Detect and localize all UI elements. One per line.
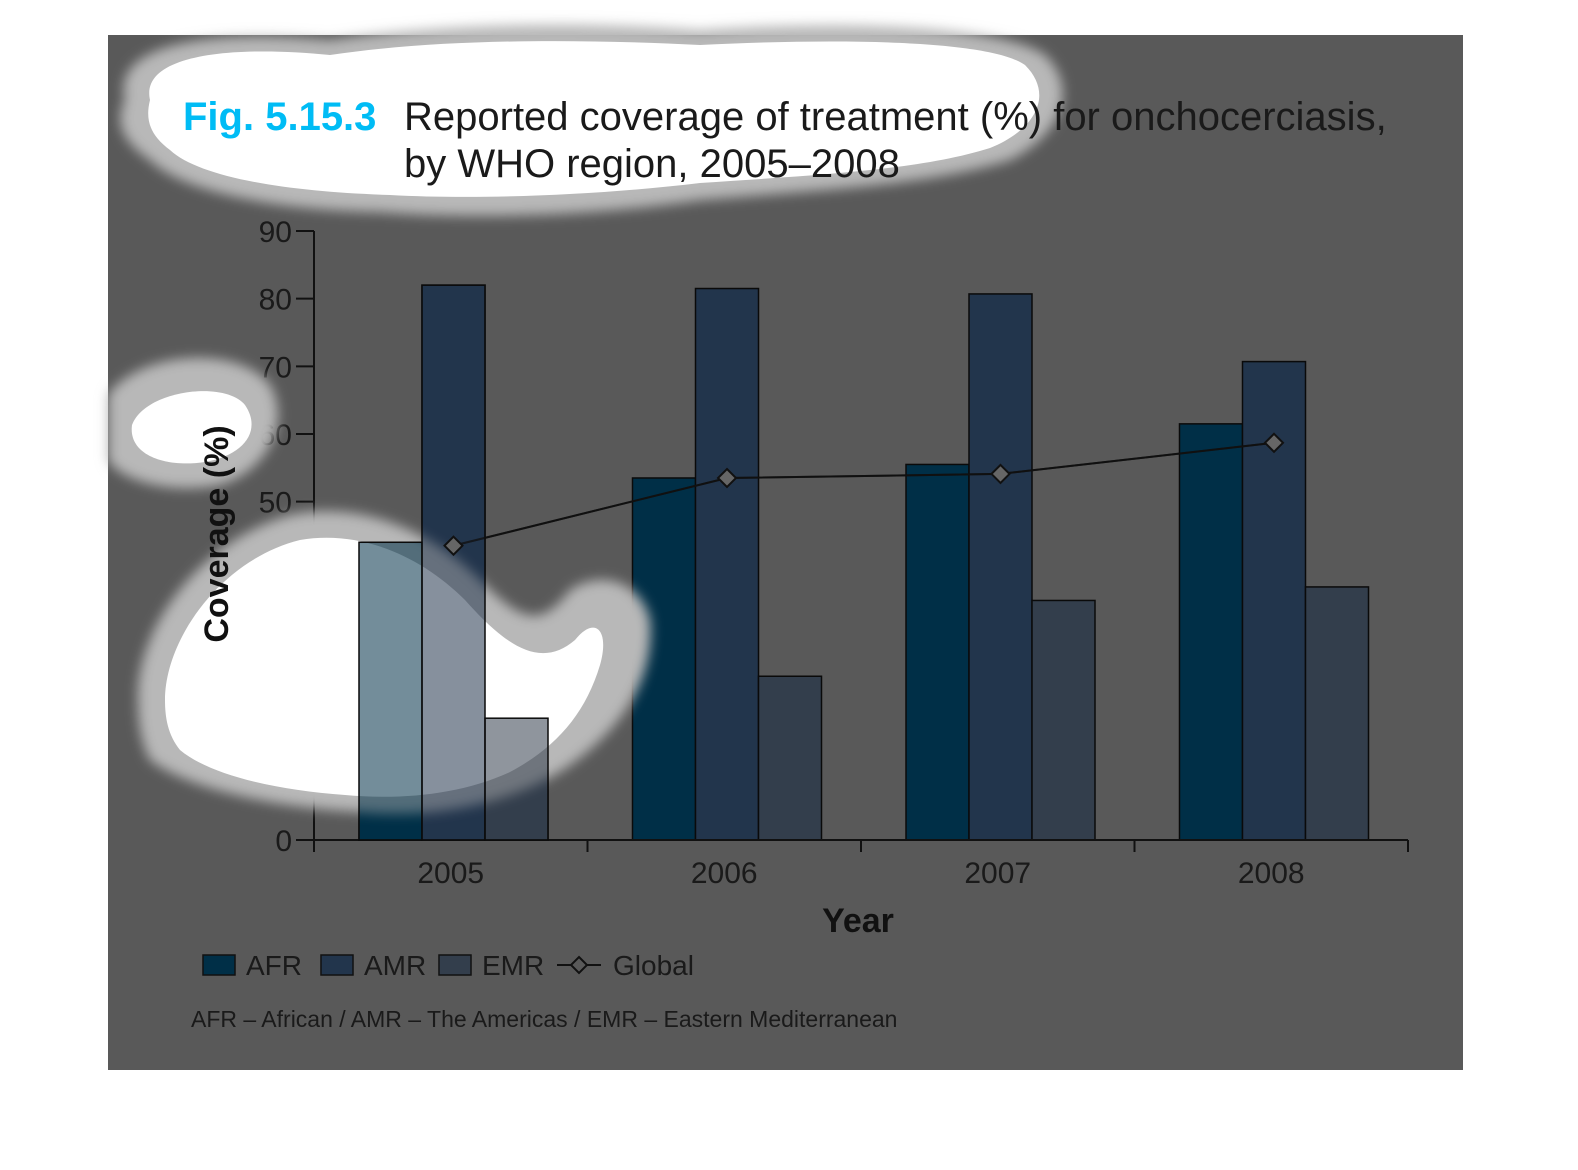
legend-label-afr: AFR <box>246 950 302 981</box>
marker-global-2005 <box>443 535 464 557</box>
x-tick-label-2005: 2005 <box>417 857 484 890</box>
x-tick-label-2008: 2008 <box>1238 857 1305 890</box>
figure-title-line1: Reported coverage of treatment (%) for o… <box>404 95 1387 139</box>
marker-global-2007 <box>990 463 1011 485</box>
legend-label-global: Global <box>613 950 694 981</box>
y-tick-label-90: 90 <box>259 216 292 249</box>
title-cloud <box>148 41 1040 197</box>
legend: AFR AMR EMR Global <box>202 950 694 981</box>
y-tick-label-50: 50 <box>259 487 292 520</box>
marker-global-2008 <box>1263 432 1285 454</box>
bars-overlay-group <box>358 284 549 841</box>
legend-swatch-emr <box>438 954 472 976</box>
bar-amr-2007 <box>968 293 1033 841</box>
x-tick-label-2007: 2007 <box>964 857 1031 890</box>
line-global-overlay <box>453 441 1275 547</box>
bar-amr-2006 <box>694 287 760 841</box>
x-axis-title: Year <box>822 902 894 940</box>
bar-emr-2007 <box>1031 599 1096 841</box>
x-tick-label-2006: 2006 <box>691 857 758 890</box>
bar-emr-2006 <box>757 675 823 841</box>
marker-global-2006 <box>716 467 738 489</box>
bar-overlay-afr-2005 <box>358 541 423 841</box>
figure-title-line2: by WHO region, 2005–2008 <box>404 142 900 186</box>
bar-overlay-amr-2005 <box>421 284 486 841</box>
bar-afr-2008 <box>1178 423 1244 841</box>
y-tick-label-80: 80 <box>259 284 292 317</box>
bar-emr-2008 <box>1304 586 1370 841</box>
region-footnote: AFR – African / AMR – The Americas / EMR… <box>191 1006 897 1032</box>
y-tick-label-0: 0 <box>275 825 292 858</box>
global-overlay-group <box>443 432 1285 557</box>
figure-label: Fig. 5.15.3 <box>183 95 376 139</box>
side-cloud <box>131 391 252 464</box>
legend-marker-global <box>569 955 589 975</box>
bar-afr-2007 <box>905 463 970 841</box>
legend-label-emr: EMR <box>482 950 544 981</box>
legend-swatch-afr <box>202 954 236 976</box>
y-axis-title: Coverage (%) <box>198 425 236 642</box>
bar-overlay-emr-2005 <box>484 717 549 841</box>
legend-label-amr: AMR <box>364 950 426 981</box>
legend-swatch-amr <box>320 954 354 976</box>
